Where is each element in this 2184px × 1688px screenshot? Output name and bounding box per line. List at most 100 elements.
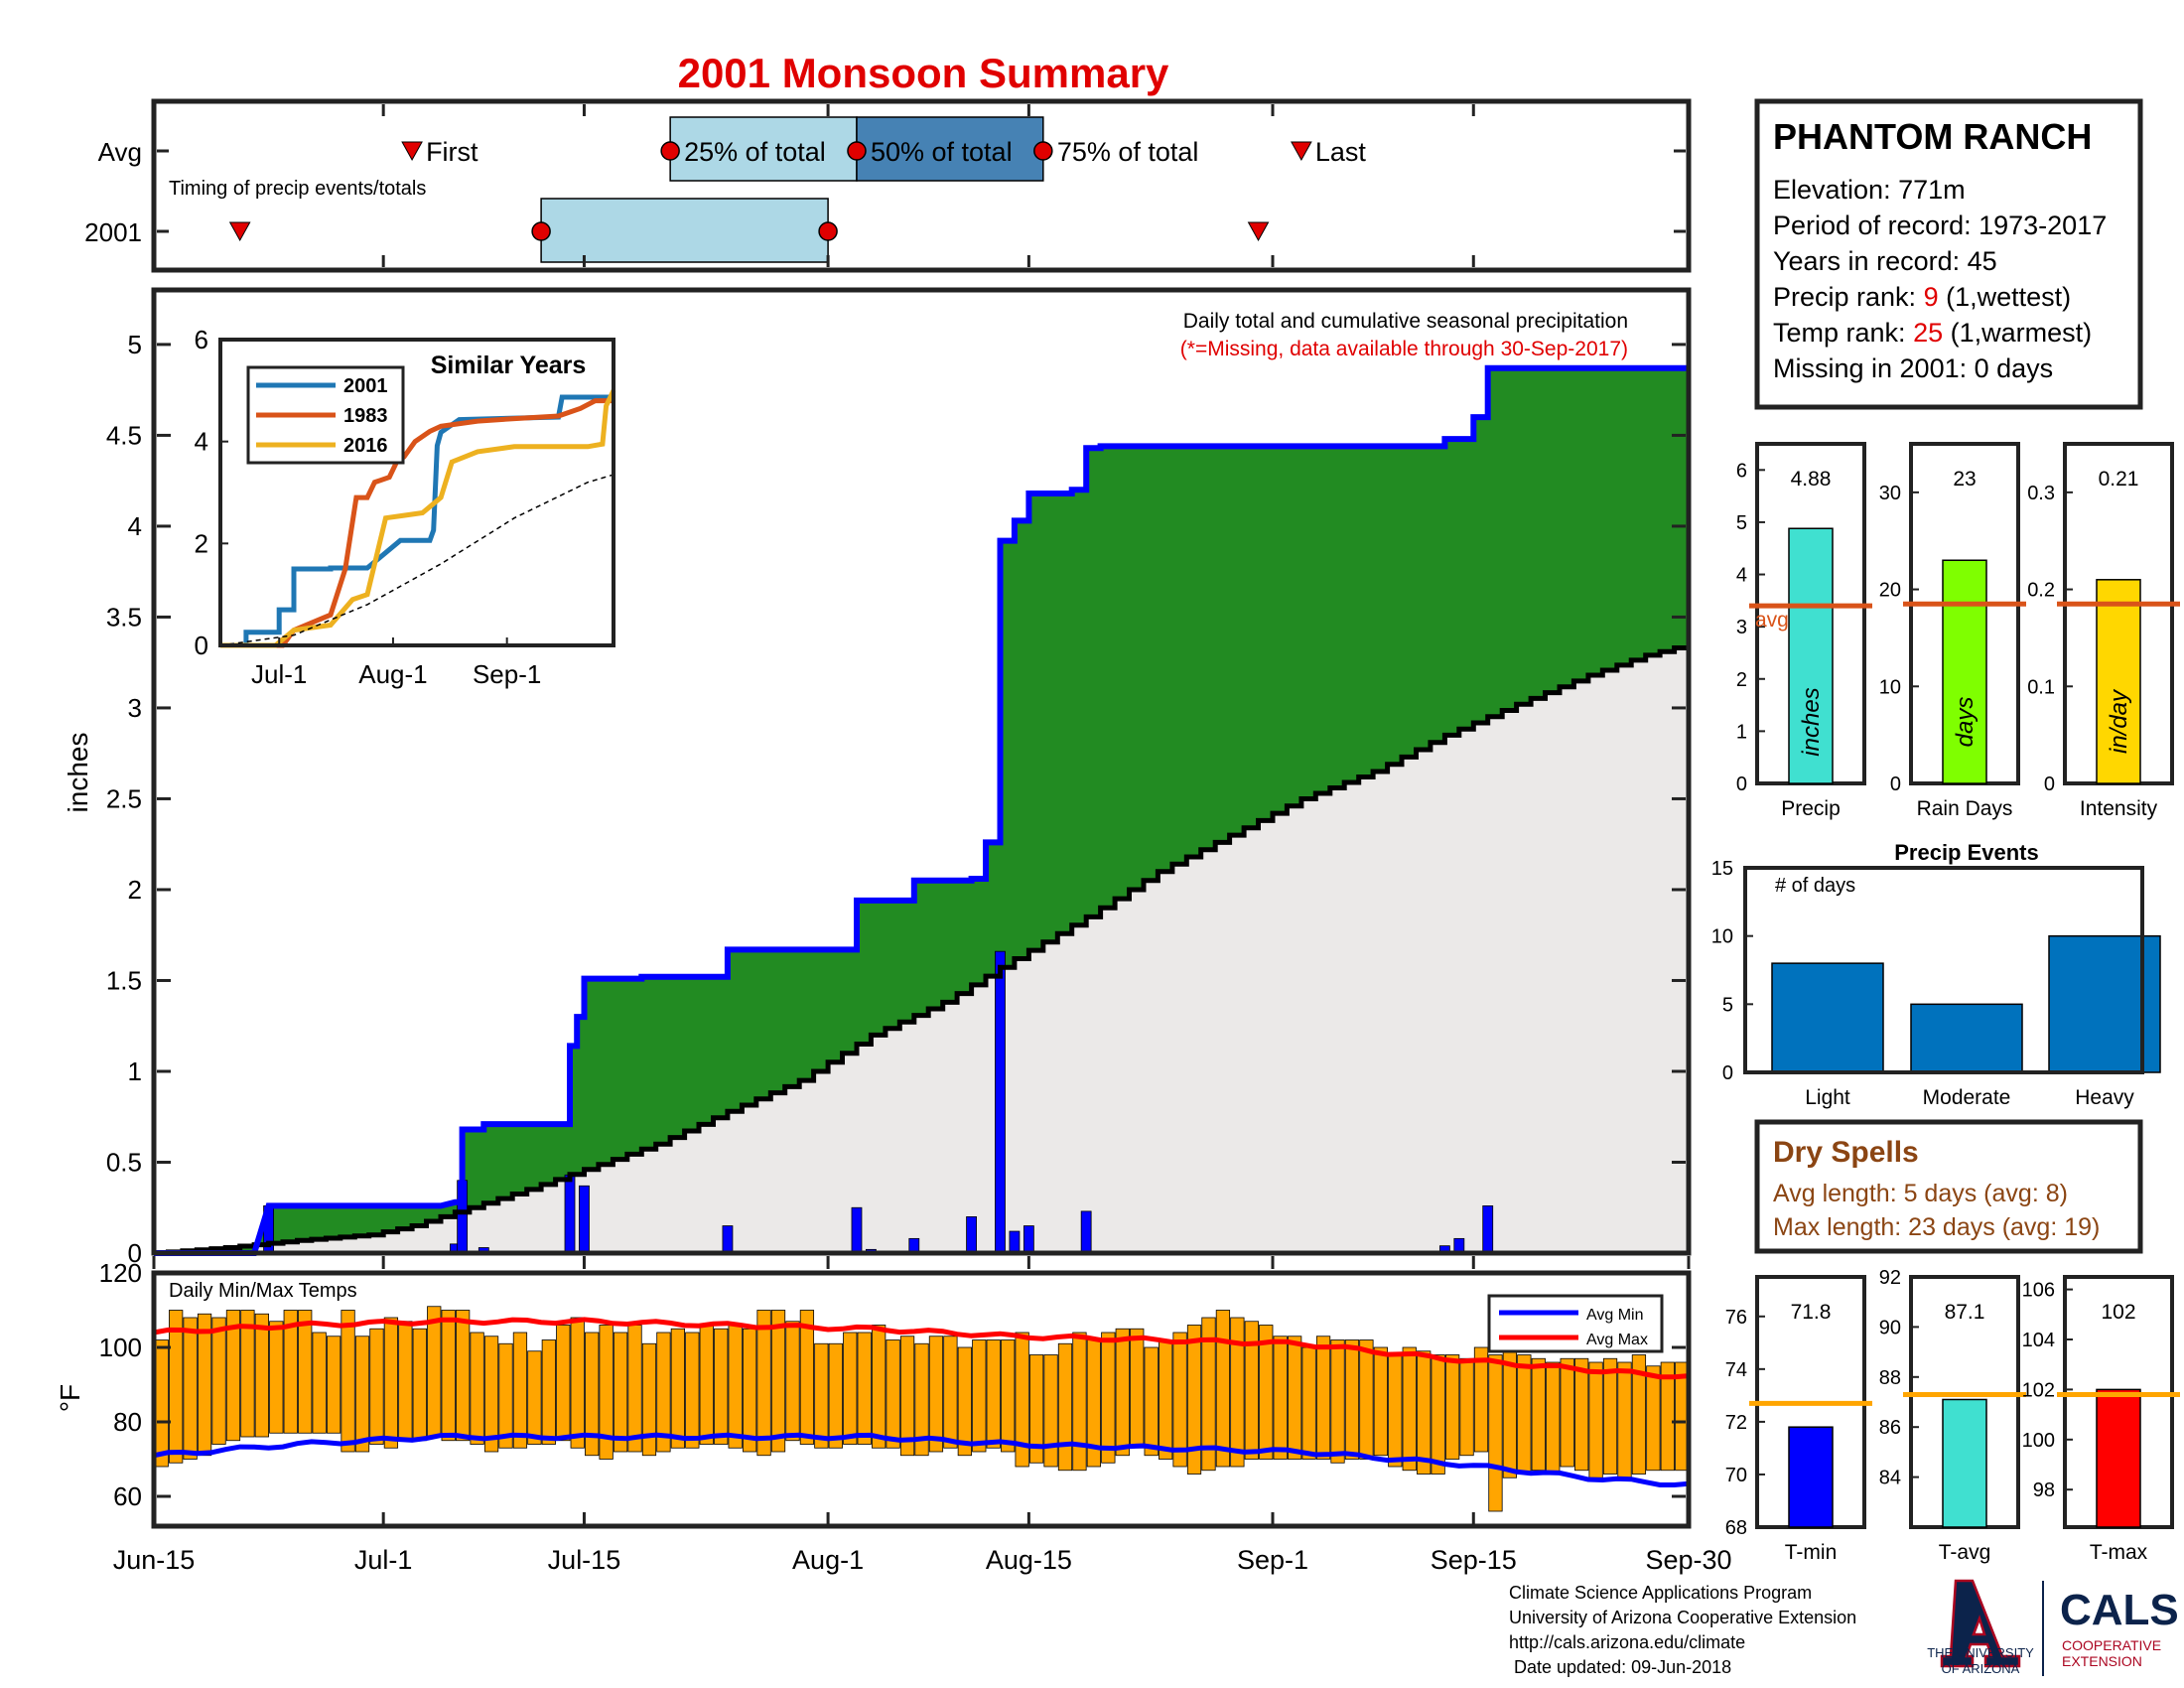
temp-bar-25 [512,1332,528,1449]
temp-bar-5 [225,1310,241,1442]
temp-bar-35 [656,1332,671,1453]
inset-x-ticks: Jul-1 Aug-1 Sep-1 [251,637,541,689]
temp-bar-15 [369,1328,384,1445]
avg-max-legend-label: Avg Max [1586,1332,1648,1348]
temp-bar-24 [498,1342,513,1449]
temp-panel-bar-0 [1788,1426,1834,1528]
temp-bar-37 [685,1332,700,1449]
daily-bar-13 [1023,1225,1034,1254]
temp-bar-70 [1159,1339,1173,1460]
temp-rank: Temp rank: 25 (1,warmest) [1773,318,2092,348]
temp-bar-28 [556,1325,571,1442]
dry-max-length: Max length: 23 days (avg: 19) [1773,1213,2100,1241]
q75-label: 75% of total [1057,137,1199,167]
precip-panel-2-tick-label-3: 0.3 [2027,483,2055,504]
xtick-label-5: Sep-1 [1237,1545,1308,1575]
temp-bar-9 [283,1310,298,1434]
temp-panel-category-0: T-min [1785,1541,1838,1564]
precip-panel-value-2: 0.21 [2099,468,2139,491]
precip-panel-category-0: Precip [1781,797,1841,820]
inset-ytick-label-2: 4 [195,427,208,457]
temp-bar-68 [1130,1328,1145,1449]
temp-bar-41 [742,1328,757,1453]
temp-bar-64 [1072,1332,1087,1472]
temp-bar-23 [483,1336,499,1453]
temp-bar-89 [1431,1354,1445,1475]
last-label: Last [1315,137,1367,167]
avg-min-legend-label: Avg Min [1586,1307,1644,1324]
events-ytick-label-0: 0 [1722,1062,1733,1084]
temp-bar-105 [1660,1361,1675,1472]
temp-bar-26 [527,1350,542,1445]
temp-bar-81 [1315,1336,1331,1460]
year-q75-marker [818,221,838,241]
first-label: First [426,137,478,167]
temp-bar-49 [857,1332,872,1445]
temp-bar-102 [1617,1361,1632,1478]
above-average-area [154,367,1689,1253]
main-ytick-label-1: 0.5 [106,1147,142,1177]
temp-bar-11 [312,1332,327,1434]
temp-ytick-label-3: 120 [99,1258,142,1288]
xtick-label-2: Jul-15 [548,1545,621,1575]
temp-panel-value-2: 102 [2101,1301,2135,1324]
station-info-box: PHANTOM RANCH Elevation: 771m Period of … [1754,98,2143,410]
temp-bar-87 [1402,1346,1417,1472]
precip-panel-2-tick-label-0: 0 [2044,774,2055,795]
timing-frame [151,98,1692,273]
temp-panel-0-tick-label-0: 68 [1725,1517,1747,1539]
shared-x-ticks: Jun-15 Jul-1 Jul-15 Aug-1 Aug-15 Sep-1 Sep-15 S… [113,1256,1732,1575]
precip-panel-bar-2 [2096,579,2141,784]
temp-bar-42 [756,1310,771,1457]
main-y-ticks: 0 0.5 1 1.5 2 2.5 3 3.5 4 4.5 5 [106,330,1686,1268]
temp-bar-74 [1215,1310,1231,1468]
events-category-2: Heavy [2075,1086,2134,1109]
temp-bar-79 [1288,1336,1302,1460]
temp-bar-10 [298,1310,313,1434]
temp-bar-66 [1101,1332,1116,1464]
temp-bar-92 [1473,1346,1489,1453]
daily-bar-5 [579,1185,590,1254]
temp-bar-52 [899,1336,915,1457]
temp-bar-30 [585,1332,600,1457]
temp-bar-33 [627,1325,642,1453]
xtick-label-6: Sep-15 [1431,1545,1517,1575]
inset-legend-label-1983: 1983 [343,405,388,427]
precip-panel-unit-1: days [1952,697,1979,748]
temp-bar-29 [570,1317,585,1449]
temp-bar-94 [1502,1350,1518,1478]
precip-panel-0-tick-label-0: 0 [1736,774,1747,795]
daily-bar-7 [851,1206,863,1254]
events-ytick-label-1: 5 [1722,994,1733,1016]
temp-bar-77 [1259,1325,1274,1460]
temp-bar-72 [1186,1325,1202,1475]
inset-legend: 2001 1983 2016 [256,375,388,457]
temp-bar-61 [1028,1354,1044,1464]
temp-summary-panels: 71.8 T-min 68 70 72 74 76 87.1 T-avg 84 86 88 90 92 10… [1725,1267,2180,1564]
temp-bar-0 [154,1339,169,1468]
inset-legend-label-2001: 2001 [343,375,388,397]
daily-bar-4 [564,1174,576,1254]
timing-panel: Avg 2001 Timing of precip events/totals … [84,98,1692,273]
year-row-label: 2001 [84,217,142,247]
precip-panel-value-0: 4.88 [1791,468,1832,491]
inset-line-2001 [220,394,614,648]
temp-panel-1-tick-label-3: 90 [1879,1317,1901,1338]
temp-bar-78 [1273,1336,1288,1460]
inset-y-ticks: 0 2 4 6 [195,325,228,660]
temp-bar-32 [613,1332,628,1453]
main-ytick-label-6: 3 [128,693,142,723]
temp-bar-99 [1574,1357,1589,1472]
daily-bar-6 [722,1225,734,1254]
ua-name-1: THE UNIVERSITY [1927,1645,2034,1660]
main-ytick-label-10: 5 [128,330,142,359]
temp-bar-86 [1388,1354,1403,1468]
temp-bar-71 [1172,1332,1187,1468]
events-ytick-label-2: 10 [1711,926,1733,948]
temp-panel-0-tick-label-4: 76 [1725,1307,1747,1329]
temp-bar-90 [1444,1354,1460,1460]
inset-xtick-label-2: Sep-1 [473,659,541,689]
temp-bar-53 [914,1342,929,1457]
coop-2: EXTENSION [2062,1653,2142,1669]
